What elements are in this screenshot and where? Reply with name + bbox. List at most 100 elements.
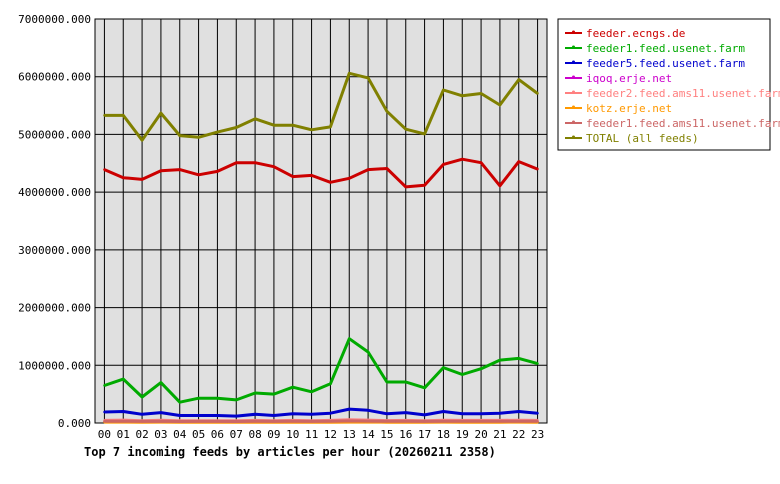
data-point (367, 351, 369, 353)
y-tick-label: 4000000.000 (18, 186, 91, 199)
data-point (348, 72, 350, 74)
y-tick-label: 2000000.000 (18, 302, 91, 315)
data-point (461, 373, 463, 375)
data-point (480, 368, 482, 370)
data-point (197, 136, 199, 138)
data-point (254, 162, 256, 164)
data-point (518, 78, 520, 80)
data-point (518, 357, 520, 359)
data-point (254, 392, 256, 394)
x-tick-label: 13 (343, 428, 356, 441)
x-tick-label: 22 (512, 428, 525, 441)
data-point (160, 420, 162, 422)
data-point (461, 413, 463, 415)
data-point (423, 184, 425, 186)
legend-label: feeder5.feed.usenet.farm (586, 57, 745, 70)
x-tick-label: 09 (267, 428, 280, 441)
data-point (310, 129, 312, 131)
x-tick-label: 12 (324, 428, 337, 441)
x-tick-label: 21 (493, 428, 506, 441)
x-tick-label: 19 (456, 428, 469, 441)
data-point (103, 420, 105, 422)
data-point (122, 378, 124, 380)
legend-swatch-dot (572, 91, 575, 94)
data-point (536, 168, 538, 170)
data-point (536, 412, 538, 414)
data-point (103, 384, 105, 386)
x-tick-label: 18 (437, 428, 450, 441)
data-point (292, 386, 294, 388)
data-point (160, 170, 162, 172)
y-tick-label: 7000000.000 (18, 13, 91, 26)
data-point (273, 393, 275, 395)
data-point (310, 413, 312, 415)
data-point (518, 410, 520, 412)
y-tick-label: 1000000.000 (18, 359, 91, 372)
data-point (122, 177, 124, 179)
data-point (386, 381, 388, 383)
data-point (329, 126, 331, 128)
data-point (235, 399, 237, 401)
data-point (367, 77, 369, 79)
data-point (292, 413, 294, 415)
data-point (254, 413, 256, 415)
data-point (254, 420, 256, 422)
data-point (348, 338, 350, 340)
legend-label: feeder1.feed.usenet.farm (586, 42, 745, 55)
data-point (499, 420, 501, 422)
data-point (273, 414, 275, 416)
legend-swatch-dot (572, 106, 575, 109)
data-point (160, 112, 162, 114)
data-point (518, 420, 520, 422)
data-point (122, 410, 124, 412)
x-tick-label: 06 (211, 428, 224, 441)
legend-label: feeder1.feed.ams11.usenet.farm (586, 117, 780, 130)
legend-swatch-dot (572, 136, 575, 139)
data-point (367, 168, 369, 170)
data-point (141, 396, 143, 398)
data-point (442, 89, 444, 91)
data-point (197, 420, 199, 422)
legend-swatch-dot (572, 31, 575, 34)
data-point (103, 411, 105, 413)
data-point (499, 359, 501, 361)
x-tick-label: 07 (230, 428, 243, 441)
data-point (273, 166, 275, 168)
data-point (480, 420, 482, 422)
data-point (216, 397, 218, 399)
data-point (480, 162, 482, 164)
data-point (254, 118, 256, 120)
y-tick-label: 0.000 (58, 417, 91, 430)
data-point (423, 420, 425, 422)
data-point (235, 420, 237, 422)
data-point (310, 174, 312, 176)
x-tick-label: 04 (173, 428, 187, 441)
y-axis-ticks: 0.000 1000000.000 2000000.000 3000000.000 40… (18, 13, 91, 430)
data-point (197, 174, 199, 176)
data-point (518, 160, 520, 162)
data-point (141, 178, 143, 180)
data-point (461, 420, 463, 422)
data-point (405, 420, 407, 422)
data-point (367, 420, 369, 422)
y-tick-label: 3000000.000 (18, 244, 91, 257)
data-point (499, 412, 501, 414)
data-point (423, 387, 425, 389)
x-tick-label: 16 (399, 428, 412, 441)
legend-label: kotz.erje.net (586, 102, 672, 115)
data-point (273, 124, 275, 126)
data-point (235, 162, 237, 164)
data-point (197, 414, 199, 416)
legend-label: TOTAL (all feeds) (586, 132, 699, 145)
data-point (235, 415, 237, 417)
data-point (405, 128, 407, 130)
data-point (461, 95, 463, 97)
legend-label: feeder.ecngs.de (586, 27, 685, 40)
legend-label: feeder2.feed.ams11.usenet.farm (586, 87, 780, 100)
data-point (141, 139, 143, 141)
data-point (310, 391, 312, 393)
data-point (442, 420, 444, 422)
x-tick-label: 00 (98, 428, 111, 441)
data-point (160, 411, 162, 413)
data-point (536, 92, 538, 94)
